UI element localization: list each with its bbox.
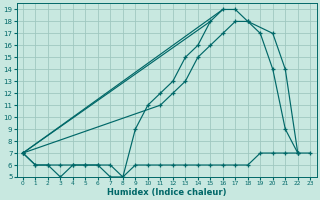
X-axis label: Humidex (Indice chaleur): Humidex (Indice chaleur) bbox=[107, 188, 226, 197]
